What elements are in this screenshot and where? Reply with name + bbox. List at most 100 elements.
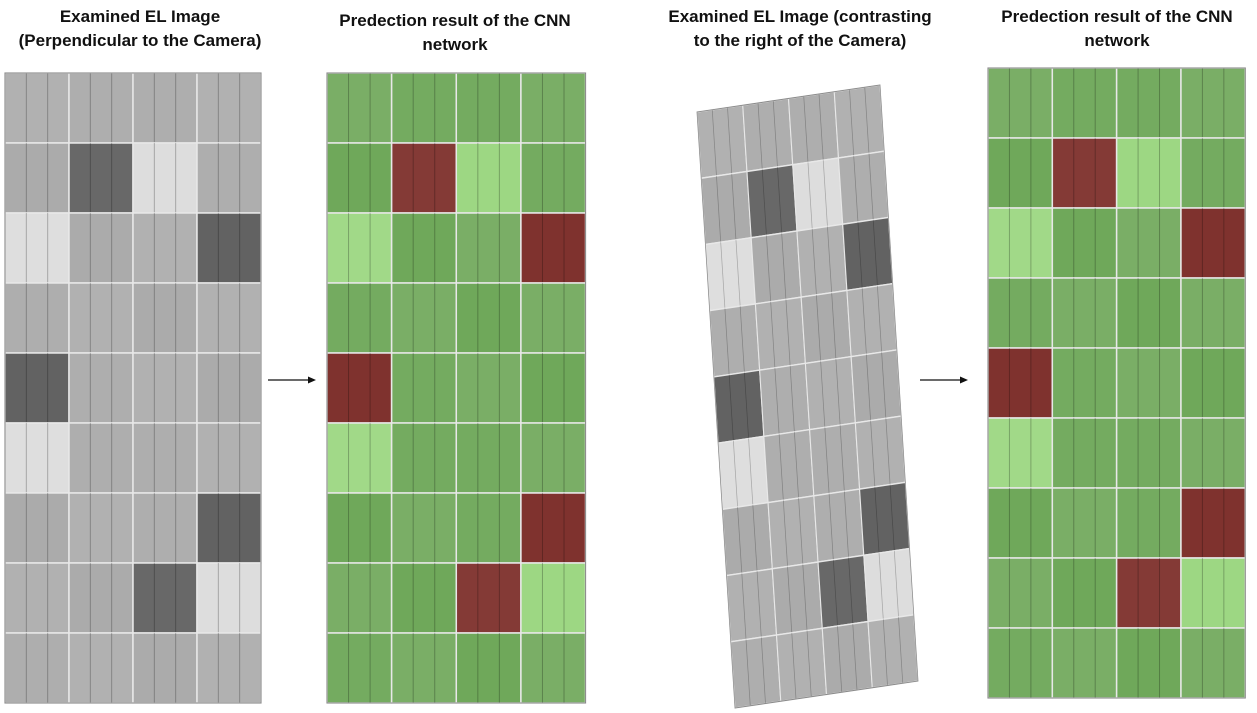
busbar: [839, 425, 845, 492]
busbar: [787, 566, 793, 633]
cell: [700, 170, 752, 246]
cell: [520, 72, 587, 144]
busbar: [739, 306, 745, 373]
cell: [721, 501, 773, 577]
cell: [132, 352, 198, 424]
panel-title: Predection result of the CNN: [1001, 7, 1232, 26]
cell: [767, 495, 819, 570]
cell: [455, 632, 522, 704]
cell: [746, 163, 798, 239]
cell: [771, 561, 823, 636]
panel-title: Predection result of the CNN: [339, 11, 570, 30]
cell: [846, 282, 898, 358]
cell: [1180, 207, 1247, 279]
cell: [813, 488, 865, 563]
cell: [863, 547, 915, 623]
cell: [1051, 487, 1118, 559]
busbar: [893, 550, 899, 618]
cell: [520, 352, 587, 424]
cell: [1115, 487, 1182, 559]
cell: [326, 282, 393, 354]
busbar: [861, 288, 867, 355]
panel-title: (Perpendicular to the Camera): [19, 31, 262, 50]
cell: [326, 72, 393, 144]
el-image: [4, 72, 262, 704]
cell: [4, 72, 70, 144]
cell: [709, 303, 761, 378]
cell: [68, 142, 134, 214]
cell: [730, 634, 782, 709]
arrow: [920, 376, 968, 384]
busbar: [752, 504, 758, 572]
cell: [4, 562, 70, 634]
cell: [520, 562, 587, 634]
cell: [4, 212, 70, 284]
busbar: [824, 427, 830, 494]
busbar: [835, 358, 841, 426]
busbar: [798, 498, 804, 565]
cell: [4, 142, 70, 214]
cell: [987, 207, 1054, 279]
busbar: [748, 438, 754, 505]
cell: [455, 72, 522, 144]
cell: [520, 492, 587, 564]
cell: [1180, 487, 1247, 559]
cell: [1051, 557, 1118, 629]
cell: [390, 562, 458, 634]
cell: [800, 289, 852, 365]
busbar: [782, 500, 788, 567]
cell: [455, 282, 522, 354]
cell: [4, 422, 70, 494]
cell: [520, 212, 587, 284]
cell: [987, 277, 1054, 349]
cell: [750, 230, 802, 305]
busbar: [874, 486, 880, 554]
cell: [1180, 277, 1247, 349]
cell: [987, 627, 1054, 699]
cell: [859, 481, 911, 557]
busbar: [872, 219, 878, 286]
cell: [68, 562, 134, 634]
busbar: [816, 294, 821, 362]
cell: [1051, 417, 1118, 489]
busbar: [811, 228, 817, 295]
cell: [809, 422, 861, 497]
cell: [68, 632, 134, 704]
cell: [455, 212, 522, 284]
cell: [132, 632, 198, 704]
frame: [987, 67, 1246, 699]
cell: [390, 142, 458, 214]
busbar: [727, 107, 733, 174]
busbar: [831, 292, 837, 359]
cell: [326, 492, 393, 564]
cell: [390, 492, 458, 564]
cell: [520, 422, 587, 494]
cell: [4, 492, 70, 564]
busbar: [843, 491, 849, 558]
cell: [850, 349, 902, 424]
cell: [390, 422, 458, 494]
frame: [326, 72, 587, 704]
frame: [696, 84, 919, 709]
arrow: [268, 376, 316, 384]
cell: [1115, 137, 1182, 209]
busbar: [794, 431, 799, 499]
busbar: [870, 420, 876, 487]
busbar: [781, 233, 787, 300]
cell: [1180, 67, 1247, 139]
busbar: [832, 559, 838, 627]
busbar: [857, 221, 863, 289]
busbar: [761, 169, 767, 236]
busbar: [820, 361, 826, 428]
cell: [196, 632, 262, 704]
busbar: [774, 367, 780, 435]
busbar: [803, 96, 809, 163]
panel-title: to the right of the Camera): [694, 31, 907, 50]
cell: [4, 352, 70, 424]
panel-title: network: [1084, 31, 1150, 50]
cell: [68, 492, 134, 564]
cell: [132, 492, 198, 564]
cell: [520, 282, 587, 354]
cell: [326, 422, 393, 494]
cell: [704, 236, 756, 312]
